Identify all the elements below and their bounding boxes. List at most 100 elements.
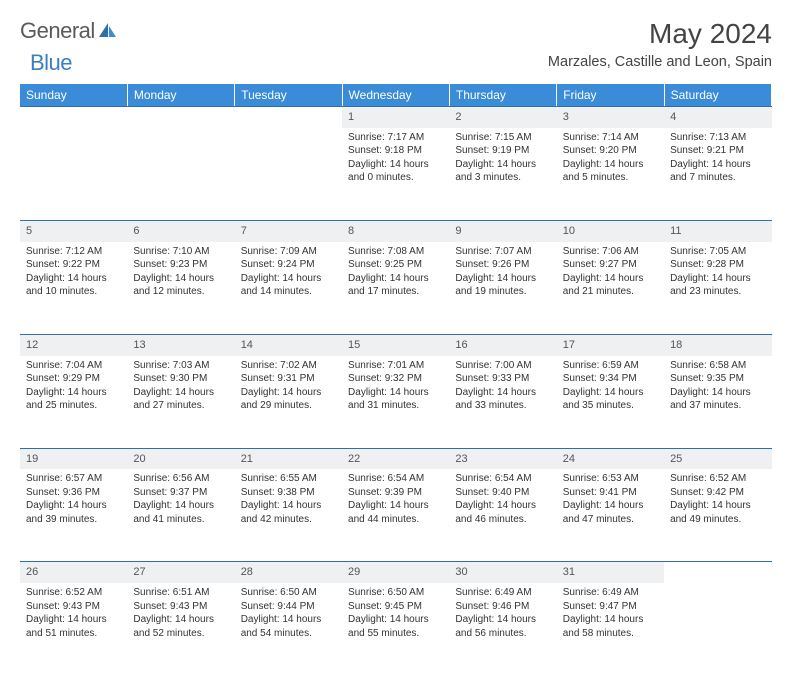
weekday-header: Tuesday [235, 84, 342, 106]
daylight-text: Daylight: 14 hours and 10 minutes. [26, 272, 121, 299]
weekday-header: Sunday [20, 84, 127, 106]
day-number-cell: 2 [449, 106, 556, 128]
day-content: Sunrise: 7:07 AMSunset: 9:26 PMDaylight:… [449, 242, 556, 305]
day-number-cell: 11 [664, 220, 771, 242]
day-number-cell [664, 561, 771, 583]
sunset-text: Sunset: 9:32 PM [348, 372, 443, 386]
day-content: Sunrise: 7:14 AMSunset: 9:20 PMDaylight:… [557, 128, 664, 191]
sunset-text: Sunset: 9:43 PM [26, 600, 121, 614]
daylight-text: Daylight: 14 hours and 31 minutes. [348, 386, 443, 413]
daylight-text: Daylight: 14 hours and 25 minutes. [26, 386, 121, 413]
sunrise-text: Sunrise: 7:10 AM [133, 245, 228, 259]
day-number: 30 [449, 561, 556, 583]
sunset-text: Sunset: 9:40 PM [455, 486, 550, 500]
day-number: 25 [664, 448, 771, 470]
sunrise-text: Sunrise: 6:55 AM [241, 472, 336, 486]
day-cell: Sunrise: 6:54 AMSunset: 9:40 PMDaylight:… [449, 469, 556, 561]
sunset-text: Sunset: 9:27 PM [563, 258, 658, 272]
day-number: 27 [127, 561, 234, 583]
day-number-cell: 25 [664, 448, 771, 470]
day-number-cell: 13 [127, 334, 234, 356]
day-cell: Sunrise: 6:51 AMSunset: 9:43 PMDaylight:… [127, 583, 234, 675]
sunset-text: Sunset: 9:26 PM [455, 258, 550, 272]
sunset-text: Sunset: 9:18 PM [348, 144, 443, 158]
sunrise-text: Sunrise: 6:50 AM [241, 586, 336, 600]
day-cell: Sunrise: 6:49 AMSunset: 9:47 PMDaylight:… [557, 583, 664, 675]
day-number-cell: 15 [342, 334, 449, 356]
day-content: Sunrise: 7:01 AMSunset: 9:32 PMDaylight:… [342, 356, 449, 419]
day-cell: Sunrise: 7:12 AMSunset: 9:22 PMDaylight:… [20, 242, 127, 334]
sunset-text: Sunset: 9:19 PM [455, 144, 550, 158]
day-number-cell: 27 [127, 561, 234, 583]
day-number-cell: 30 [449, 561, 556, 583]
day-cell: Sunrise: 6:49 AMSunset: 9:46 PMDaylight:… [449, 583, 556, 675]
sunset-text: Sunset: 9:24 PM [241, 258, 336, 272]
day-number-cell: 20 [127, 448, 234, 470]
week-daynum-row: 19202122232425 [20, 448, 772, 470]
sunrise-text: Sunrise: 7:00 AM [455, 359, 550, 373]
day-number-cell: 5 [20, 220, 127, 242]
day-cell: Sunrise: 7:05 AMSunset: 9:28 PMDaylight:… [664, 242, 771, 334]
day-number-cell: 23 [449, 448, 556, 470]
sunset-text: Sunset: 9:33 PM [455, 372, 550, 386]
day-number [20, 106, 127, 128]
sunset-text: Sunset: 9:28 PM [670, 258, 765, 272]
day-cell: Sunrise: 7:07 AMSunset: 9:26 PMDaylight:… [449, 242, 556, 334]
sunrise-text: Sunrise: 6:49 AM [563, 586, 658, 600]
day-content: Sunrise: 6:49 AMSunset: 9:47 PMDaylight:… [557, 583, 664, 646]
day-number: 2 [449, 106, 556, 128]
week-content-row: Sunrise: 7:04 AMSunset: 9:29 PMDaylight:… [20, 356, 772, 448]
day-cell [235, 128, 342, 220]
day-cell: Sunrise: 7:02 AMSunset: 9:31 PMDaylight:… [235, 356, 342, 448]
daylight-text: Daylight: 14 hours and 47 minutes. [563, 499, 658, 526]
day-content: Sunrise: 6:58 AMSunset: 9:35 PMDaylight:… [664, 356, 771, 419]
daylight-text: Daylight: 14 hours and 29 minutes. [241, 386, 336, 413]
brand-logo: General [20, 18, 117, 44]
sunrise-text: Sunrise: 7:04 AM [26, 359, 121, 373]
sunset-text: Sunset: 9:36 PM [26, 486, 121, 500]
day-cell [664, 583, 771, 675]
daylight-text: Daylight: 14 hours and 35 minutes. [563, 386, 658, 413]
day-cell: Sunrise: 7:04 AMSunset: 9:29 PMDaylight:… [20, 356, 127, 448]
day-number-cell: 3 [557, 106, 664, 128]
day-number: 26 [20, 561, 127, 583]
day-content: Sunrise: 7:10 AMSunset: 9:23 PMDaylight:… [127, 242, 234, 305]
day-content: Sunrise: 6:52 AMSunset: 9:43 PMDaylight:… [20, 583, 127, 646]
sunrise-text: Sunrise: 7:01 AM [348, 359, 443, 373]
daylight-text: Daylight: 14 hours and 39 minutes. [26, 499, 121, 526]
day-number: 12 [20, 334, 127, 356]
day-number: 13 [127, 334, 234, 356]
sunrise-text: Sunrise: 7:17 AM [348, 131, 443, 145]
day-cell: Sunrise: 6:56 AMSunset: 9:37 PMDaylight:… [127, 469, 234, 561]
weekday-header: Thursday [449, 84, 556, 106]
title-block: May 2024 Marzales, Castille and Leon, Sp… [548, 18, 772, 76]
sunset-text: Sunset: 9:46 PM [455, 600, 550, 614]
day-content: Sunrise: 7:02 AMSunset: 9:31 PMDaylight:… [235, 356, 342, 419]
day-cell: Sunrise: 7:17 AMSunset: 9:18 PMDaylight:… [342, 128, 449, 220]
sunrise-text: Sunrise: 6:51 AM [133, 586, 228, 600]
day-number-cell: 12 [20, 334, 127, 356]
sunset-text: Sunset: 9:34 PM [563, 372, 658, 386]
day-content: Sunrise: 7:08 AMSunset: 9:25 PMDaylight:… [342, 242, 449, 305]
sunrise-text: Sunrise: 6:59 AM [563, 359, 658, 373]
day-number-cell: 22 [342, 448, 449, 470]
day-cell [20, 128, 127, 220]
day-number: 7 [235, 220, 342, 242]
sunset-text: Sunset: 9:21 PM [670, 144, 765, 158]
day-content: Sunrise: 6:55 AMSunset: 9:38 PMDaylight:… [235, 469, 342, 532]
week-content-row: Sunrise: 6:52 AMSunset: 9:43 PMDaylight:… [20, 583, 772, 675]
sunrise-text: Sunrise: 7:06 AM [563, 245, 658, 259]
week-daynum-row: 262728293031 [20, 561, 772, 583]
day-number: 8 [342, 220, 449, 242]
day-number-cell: 26 [20, 561, 127, 583]
daylight-text: Daylight: 14 hours and 42 minutes. [241, 499, 336, 526]
day-cell: Sunrise: 7:14 AMSunset: 9:20 PMDaylight:… [557, 128, 664, 220]
day-cell: Sunrise: 6:59 AMSunset: 9:34 PMDaylight:… [557, 356, 664, 448]
day-number: 18 [664, 334, 771, 356]
daylight-text: Daylight: 14 hours and 33 minutes. [455, 386, 550, 413]
day-content: Sunrise: 7:06 AMSunset: 9:27 PMDaylight:… [557, 242, 664, 305]
calendar-table: Sunday Monday Tuesday Wednesday Thursday… [20, 84, 772, 675]
sunset-text: Sunset: 9:38 PM [241, 486, 336, 500]
week-content-row: Sunrise: 7:17 AMSunset: 9:18 PMDaylight:… [20, 128, 772, 220]
daylight-text: Daylight: 14 hours and 23 minutes. [670, 272, 765, 299]
